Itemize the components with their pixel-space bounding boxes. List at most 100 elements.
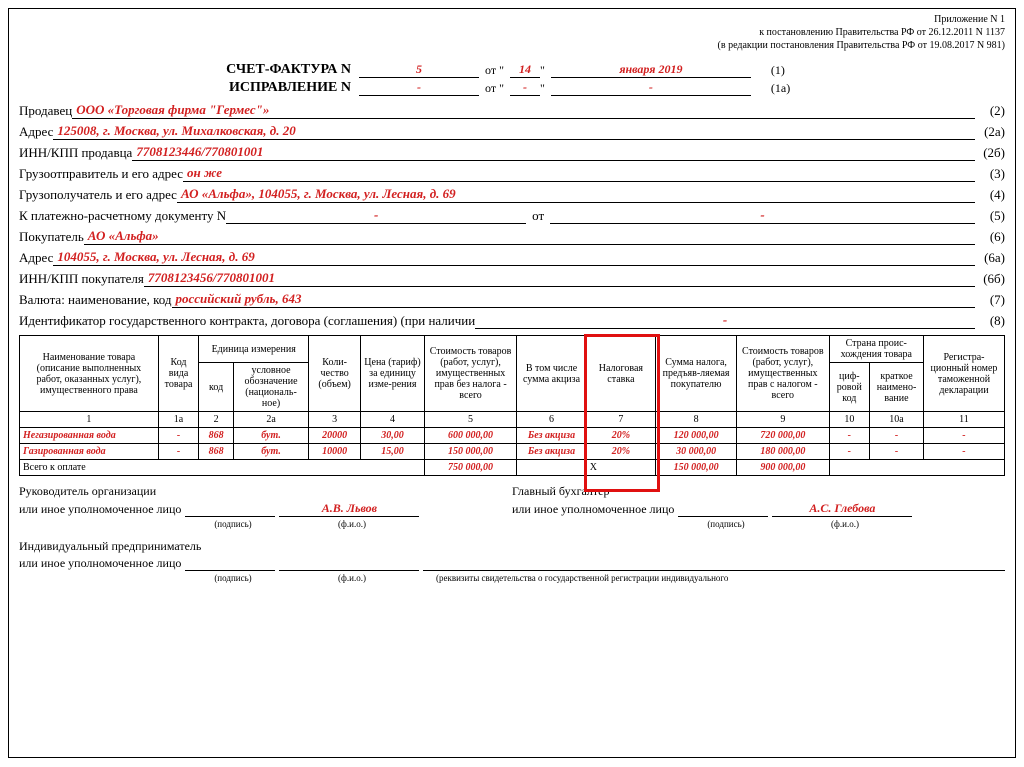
cn-6: 6: [517, 412, 586, 428]
cell-c11: -: [923, 428, 1004, 444]
consignee-code: (4): [975, 187, 1005, 203]
cell-c5: 150 000,00: [424, 444, 517, 460]
th-2a: условное обозначение (националь-ное): [233, 363, 308, 412]
ip-sign-line: [185, 570, 275, 571]
ip-sub-sign: (подпись): [188, 573, 278, 583]
buyer-addr-value: 104055, г. Москва, ул. Лесная, д. 69: [53, 249, 975, 266]
seller-inn-label: ИНН/КПП продавца: [19, 145, 132, 161]
ip-fio-line: [279, 570, 419, 571]
shipper-value: он же: [183, 165, 975, 182]
th-1a: Код вида товара: [158, 336, 198, 412]
cell-c11: -: [923, 444, 1004, 460]
paydoc-no: -: [226, 207, 526, 224]
cell-c9: 180 000,00: [737, 444, 830, 460]
cell-c4: 30,00: [361, 428, 425, 444]
buyer-value: АО «Альфа»: [84, 228, 975, 245]
shipper-label: Грузоотправитель и его адрес: [19, 166, 183, 182]
cn-8: 8: [656, 412, 737, 428]
appendix-line3: (в редакции постановления Правительства …: [19, 39, 1005, 52]
cell-c4: 15,00: [361, 444, 425, 460]
date-quote: ": [540, 63, 545, 78]
contract-label: Идентификатор государственного контракта…: [19, 313, 475, 329]
total-c5: 750 000,00: [424, 460, 517, 476]
paydoc-ot: от: [526, 208, 550, 224]
cn-11: 11: [923, 412, 1004, 428]
currency-label: Валюта: наименование, код: [19, 292, 172, 308]
cell-c2a: бут.: [233, 444, 308, 460]
th-10: циф-ровой код: [829, 363, 869, 412]
buyer-inn-value: 7708123456/770801001: [144, 270, 975, 287]
date-month-year: января 2019: [551, 62, 751, 78]
appendix-line1: Приложение N 1: [19, 13, 1005, 26]
cn-7: 7: [586, 412, 655, 428]
cn-4: 4: [361, 412, 425, 428]
head-label1: Руководитель организации: [19, 484, 512, 499]
total-c9: 900 000,00: [737, 460, 830, 476]
cell-c10a: -: [870, 428, 924, 444]
table-row: Газированная вода-868бут.1000015,00150 0…: [20, 444, 1005, 460]
th-2: код: [199, 363, 234, 412]
total-c7: Х: [586, 460, 655, 476]
cell-c10a: -: [870, 444, 924, 460]
cn-9: 9: [737, 412, 830, 428]
ip-req-line: [423, 570, 1005, 571]
total-label: Всего к оплате: [20, 460, 425, 476]
invoice-table: Наименование товара (описание выполненны…: [19, 335, 1005, 476]
cell-name: Газированная вода: [20, 444, 159, 460]
seller-inn-code: (2б): [975, 145, 1005, 161]
appendix-line2: к постановлению Правительства РФ от 26.1…: [19, 26, 1005, 39]
table-row: Негазированная вода-868бут.2000030,00600…: [20, 428, 1005, 444]
cn-2a: 2а: [233, 412, 308, 428]
paydoc-code: (5): [975, 208, 1005, 224]
acc-sign-line: [678, 516, 768, 517]
th-6: В том числе сумма акциза: [517, 336, 586, 412]
date-day: 14: [510, 62, 540, 78]
consignee-label: Грузополучатель и его адрес: [19, 187, 177, 203]
ip-sub-req: (реквизиты свидетельства о государственн…: [426, 573, 1005, 583]
cell-c9: 720 000,00: [737, 428, 830, 444]
cn-10: 10: [829, 412, 869, 428]
contract-value: -: [475, 312, 975, 329]
buyer-label: Покупатель: [19, 229, 84, 245]
cn-1: 1: [20, 412, 159, 428]
seller-addr-value: 125008, г. Москва, ул. Михалковская, д. …: [53, 123, 975, 140]
corr-date-rest: -: [551, 80, 751, 96]
acc-sub-fio: (ф.и.о.): [775, 519, 915, 529]
shipper-code: (3): [975, 166, 1005, 182]
th-8: Сумма налога, предъяв-ляемая покупателю: [656, 336, 737, 412]
cell-c8: 120 000,00: [656, 428, 737, 444]
th-4: Цена (тариф) за единицу изме-рения: [361, 336, 425, 412]
correction-label: ИСПРАВЛЕНИЕ N: [19, 80, 359, 96]
buyer-inn-code: (6б): [975, 271, 1005, 287]
cell-c1a: -: [158, 428, 198, 444]
cell-name: Негазированная вода: [20, 428, 159, 444]
document-frame: Приложение N 1 к постановлению Правитель…: [8, 8, 1016, 758]
consignee-value: АО «Альфа», 104055, г. Москва, ул. Лесна…: [177, 186, 975, 203]
cell-c10: -: [829, 444, 869, 460]
th-7: Налоговая ставка: [586, 336, 655, 412]
cell-c8: 30 000,00: [656, 444, 737, 460]
cn-1a: 1а: [158, 412, 198, 428]
head-sign-line: [185, 516, 275, 517]
cell-c5: 600 000,00: [424, 428, 517, 444]
correction-number: -: [359, 80, 479, 96]
head-sub-fio: (ф.и.о.): [282, 519, 422, 529]
th-9: Стоимость товаров (работ, услуг), имущес…: [737, 336, 830, 412]
signatures-block: Руководитель организации или иное уполно…: [19, 484, 1005, 529]
seller-addr-code: (2а): [975, 124, 1005, 140]
cell-c2a: бут.: [233, 428, 308, 444]
cell-c2: 868: [199, 428, 234, 444]
corr-date-day: -: [510, 80, 540, 96]
th-name: Наименование товара (описание выполненны…: [20, 336, 159, 412]
contract-code: (8): [975, 313, 1005, 329]
cn-5: 5: [424, 412, 517, 428]
acc-name: А.С. Глебова: [772, 501, 912, 517]
invoice-number: 5: [359, 62, 479, 78]
buyer-code: (6): [975, 229, 1005, 245]
code-1: (1): [751, 63, 785, 78]
cell-c10: -: [829, 428, 869, 444]
code-1a: (1а): [751, 81, 790, 96]
buyer-addr-label: Адрес: [19, 250, 53, 266]
buyer-addr-code: (6а): [975, 250, 1005, 266]
corr-date-quote: ": [540, 81, 545, 96]
